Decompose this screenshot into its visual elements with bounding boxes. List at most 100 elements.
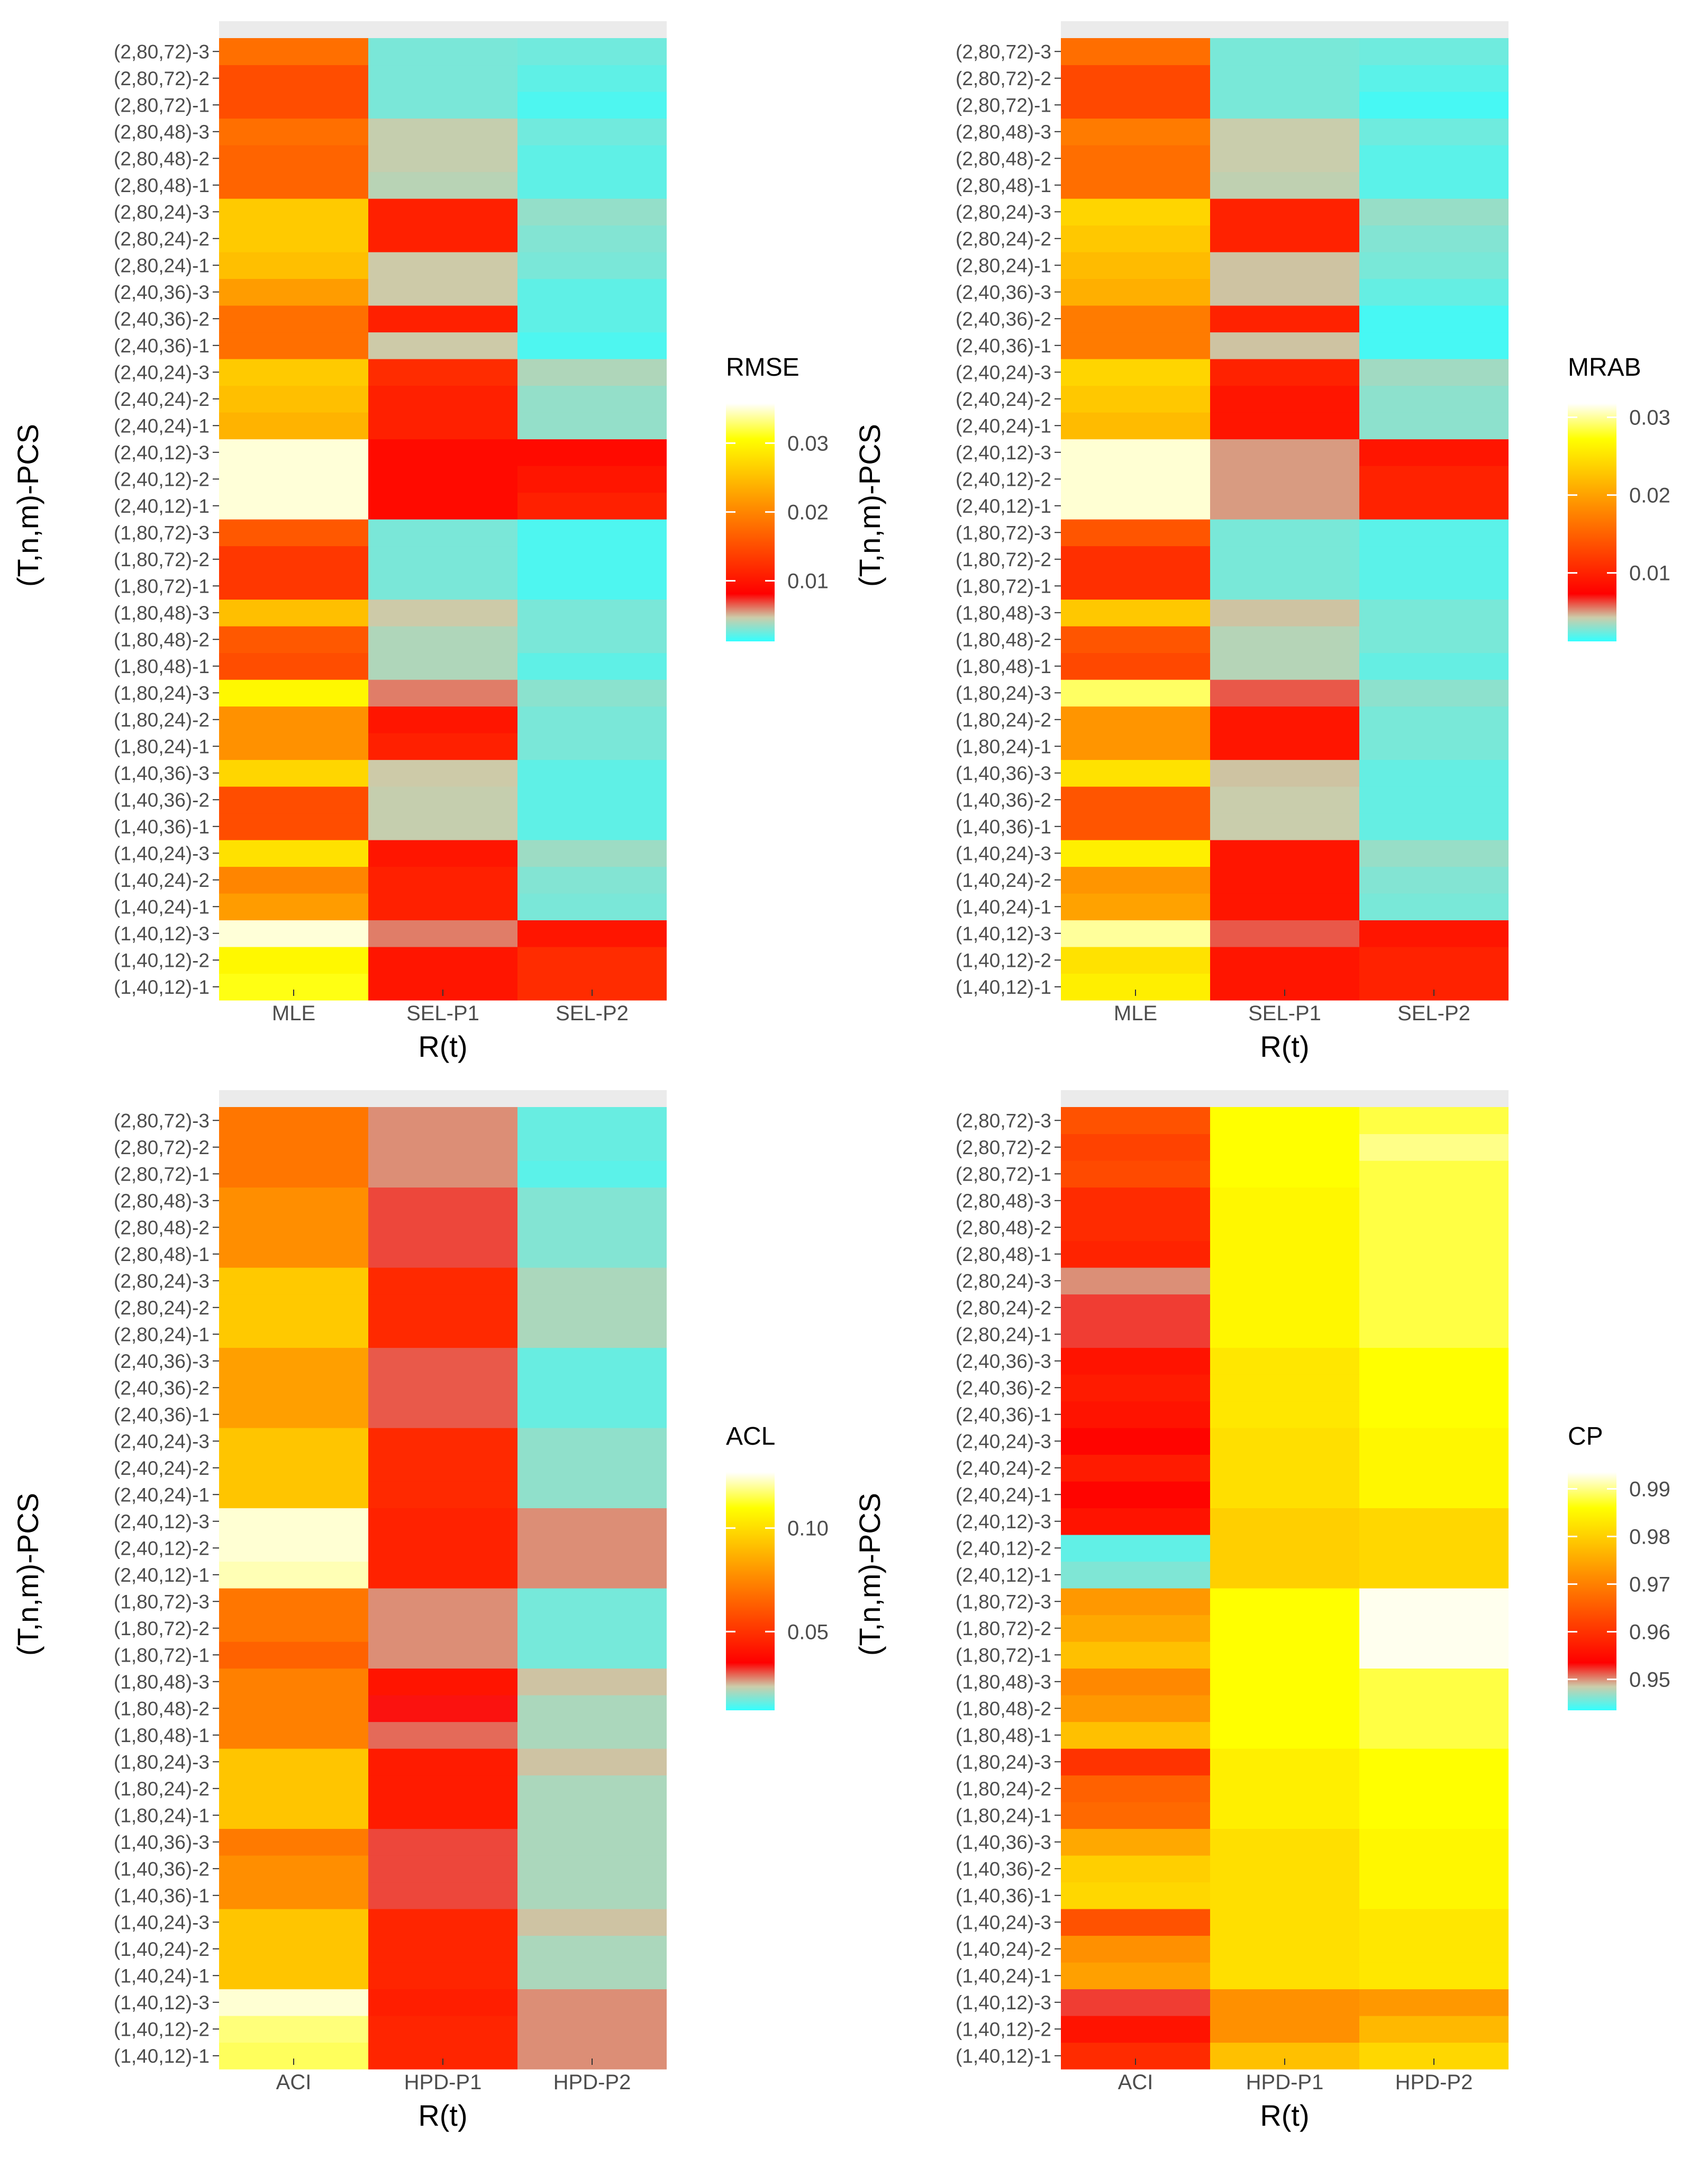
heatmap-cell bbox=[1061, 1775, 1210, 1802]
y-tick-label: (1,80,24)-3 bbox=[114, 1751, 210, 1773]
heatmap-cell bbox=[368, 1508, 517, 1535]
legend-tick-label: 0.96 bbox=[1629, 1621, 1670, 1644]
heatmap-cell bbox=[1061, 171, 1210, 199]
y-tick-label: (1,80,24)-1 bbox=[114, 1805, 210, 1826]
heatmap-cell bbox=[219, 2016, 368, 2043]
legend-tick-label: 0.97 bbox=[1629, 1573, 1670, 1597]
y-tick-label: (2,80,72)-3 bbox=[956, 41, 1051, 62]
heatmap-cell bbox=[1210, 1481, 1359, 1509]
heatmap-cell bbox=[368, 145, 517, 173]
heatmap-cell bbox=[1061, 813, 1210, 840]
heatmap-cell bbox=[1210, 1775, 1359, 1802]
heatmap-cell bbox=[1359, 359, 1509, 386]
y-tick-label: (1,80,48)-2 bbox=[956, 629, 1051, 650]
heatmap-cell bbox=[368, 1882, 517, 1909]
heatmap-cell bbox=[1359, 519, 1509, 547]
heatmap-cell bbox=[1210, 546, 1359, 573]
heatmap-panel-1: (1,40,12)-1 (1,40,12)-2 (1,40,12)-3 (1,40,2… bbox=[11, 21, 829, 1063]
heatmap-cell bbox=[1359, 840, 1509, 867]
heatmap-cell bbox=[1061, 1187, 1210, 1214]
heatmap-cell bbox=[517, 893, 667, 921]
heatmap-cell bbox=[1061, 706, 1210, 733]
heatmap-cell bbox=[517, 1428, 667, 1455]
heatmap-cell bbox=[1210, 840, 1359, 867]
y-tick-label: (1,40,12)-3 bbox=[956, 923, 1051, 945]
heatmap-cell bbox=[1210, 92, 1359, 119]
y-tick-label: (1,80,72)-1 bbox=[956, 575, 1051, 597]
y-tick-label: (1,40,36)-1 bbox=[114, 1885, 210, 1907]
heatmap-cell bbox=[1359, 1935, 1509, 1963]
y-tick-label: (2,40,12)-2 bbox=[114, 1537, 210, 1559]
heatmap-cell bbox=[1210, 1134, 1359, 1161]
heatmap-cell bbox=[219, 1347, 368, 1375]
y-tick-label: (1,80,48)-3 bbox=[114, 1671, 210, 1693]
heatmap-cell bbox=[1210, 1989, 1359, 2016]
heatmap-cell bbox=[1061, 145, 1210, 173]
heatmap-cell bbox=[1061, 1481, 1210, 1509]
heatmap-cell bbox=[517, 1721, 667, 1749]
heatmap-cell bbox=[1210, 1561, 1359, 1589]
heatmap-cell bbox=[1210, 1240, 1359, 1268]
heatmap-cell bbox=[1210, 412, 1359, 440]
y-tick-label: (2,40,24)-1 bbox=[956, 415, 1051, 437]
y-tick-label: (2,40,36)-3 bbox=[956, 1350, 1051, 1372]
y-tick-label: (2,80,48)-1 bbox=[114, 1244, 210, 1265]
heatmap-cell bbox=[1210, 1695, 1359, 1722]
heatmap-cell bbox=[1210, 599, 1359, 627]
heatmap-cell bbox=[1210, 225, 1359, 252]
heatmap-cell bbox=[219, 1107, 368, 1135]
heatmap-cell bbox=[517, 1748, 667, 1776]
heatmap-cell bbox=[219, 1695, 368, 1722]
y-tick-label: (2,80,24)-3 bbox=[114, 201, 210, 223]
heatmap-cell bbox=[219, 759, 368, 787]
heatmap-cell bbox=[1210, 145, 1359, 173]
heatmap-cell bbox=[517, 733, 667, 760]
heatmap-cell bbox=[1061, 1321, 1210, 1348]
heatmap-cell bbox=[368, 733, 517, 760]
heatmap-cell bbox=[219, 1561, 368, 1589]
heatmap-cell bbox=[1061, 573, 1210, 600]
heatmap-cell bbox=[517, 198, 667, 226]
heatmap-cell bbox=[1359, 252, 1509, 279]
heatmap-cell bbox=[219, 679, 368, 707]
y-tick-label: (2,80,48)-1 bbox=[956, 175, 1051, 196]
y-axis-title: (T,n,m)-PCS bbox=[11, 1493, 44, 1656]
y-tick-label: (1,80,72)-2 bbox=[956, 549, 1051, 570]
y-tick-label: (1,80,48)-1 bbox=[114, 1725, 210, 1746]
y-tick-label: (2,80,72)-2 bbox=[114, 1137, 210, 1158]
heatmap-cell bbox=[517, 1615, 667, 1642]
heatmap-cell bbox=[368, 1347, 517, 1375]
heatmap-cell bbox=[368, 1428, 517, 1455]
heatmap-cell bbox=[1210, 1347, 1359, 1375]
y-tick-label: (1,80,48)-3 bbox=[114, 602, 210, 624]
heatmap-cell bbox=[368, 2042, 517, 2070]
heatmap-cell bbox=[219, 1374, 368, 1402]
legend-colorbar bbox=[1568, 1472, 1616, 1710]
y-tick-label: (2,40,12)-1 bbox=[114, 1564, 210, 1586]
y-tick-label: (1,40,12)-1 bbox=[114, 976, 210, 998]
y-tick-label: (2,80,72)-1 bbox=[114, 1163, 210, 1185]
heatmap-cell bbox=[368, 439, 517, 466]
heatmap-cell bbox=[368, 947, 517, 974]
heatmap-cell bbox=[1061, 546, 1210, 573]
y-tick-label: (1,80,48)-2 bbox=[956, 1698, 1051, 1719]
heatmap-cell bbox=[368, 840, 517, 867]
heatmap-cell bbox=[219, 118, 368, 146]
heatmap-cell bbox=[1061, 1401, 1210, 1428]
y-tick-label: (1,40,24)-3 bbox=[956, 1911, 1051, 1933]
heatmap-cell bbox=[1210, 973, 1359, 1001]
y-tick-label: (1,80,24)-1 bbox=[956, 1805, 1051, 1826]
y-tick-label: (1,80,72)-3 bbox=[114, 1591, 210, 1612]
heatmap-cell bbox=[1061, 652, 1210, 680]
heatmap-cell bbox=[517, 973, 667, 1001]
heatmap-cell bbox=[1210, 385, 1359, 413]
x-tick-label: HPD-P2 bbox=[1395, 2071, 1473, 2094]
heatmap-cell bbox=[1210, 492, 1359, 520]
y-tick-label: (2,80,72)-1 bbox=[956, 94, 1051, 116]
heatmap-cell bbox=[368, 786, 517, 814]
y-tick-label: (2,40,24)-2 bbox=[114, 388, 210, 410]
heatmap-cell bbox=[517, 278, 667, 306]
heatmap-cell bbox=[1210, 1855, 1359, 1883]
heatmap-cell bbox=[1359, 1240, 1509, 1268]
heatmap-cell bbox=[1359, 1187, 1509, 1214]
